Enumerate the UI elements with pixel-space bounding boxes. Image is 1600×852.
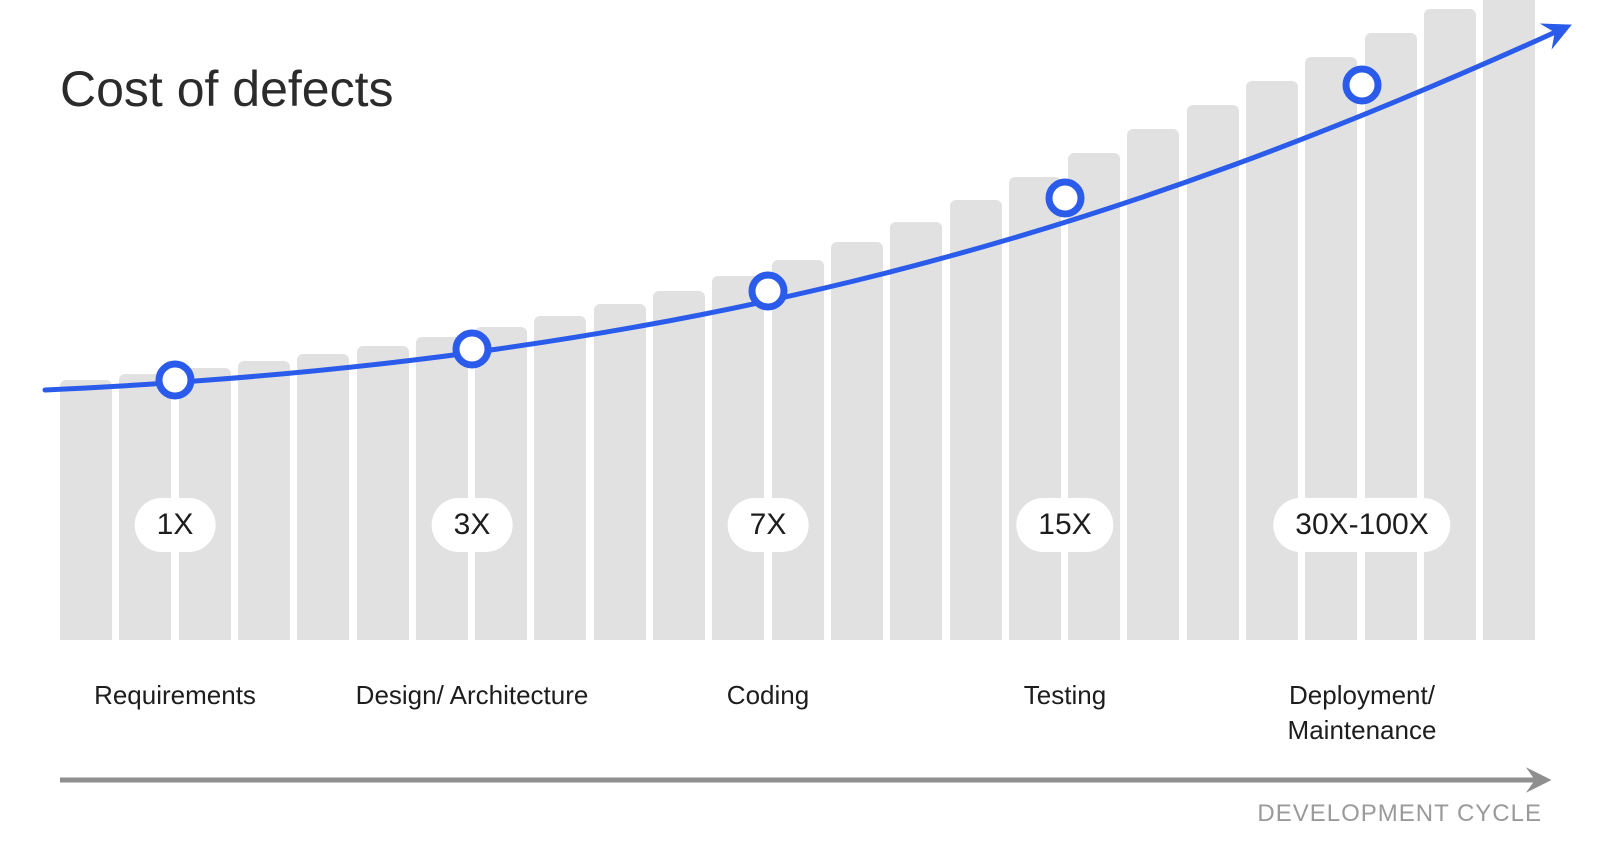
bar xyxy=(238,361,290,640)
bar xyxy=(831,242,883,640)
bar xyxy=(594,304,646,640)
bar xyxy=(1305,57,1357,640)
bar xyxy=(950,200,1002,640)
bar xyxy=(357,346,409,640)
phase-label: Design/ Architecture xyxy=(356,678,589,713)
bar xyxy=(1246,81,1298,640)
cost-multiplier-badge: 30X-100X xyxy=(1273,498,1450,552)
bar xyxy=(772,260,824,640)
phase-label: Testing xyxy=(1024,678,1106,713)
cost-multiplier-badge: 1X xyxy=(135,498,216,552)
bar xyxy=(890,222,942,640)
phase-label: Deployment/ Maintenance xyxy=(1288,678,1437,748)
axis-caption: DEVELOPMENT CYCLE xyxy=(1257,800,1542,828)
phase-label: Coding xyxy=(727,678,809,713)
bar xyxy=(1187,105,1239,640)
cost-multiplier-badge: 15X xyxy=(1016,498,1113,552)
cost-multiplier-badge: 3X xyxy=(432,498,513,552)
bar xyxy=(416,337,468,640)
cost-multiplier-badge: 7X xyxy=(728,498,809,552)
bar xyxy=(60,380,112,640)
phase-label: Requirements xyxy=(94,678,256,713)
bar xyxy=(475,327,527,640)
bar xyxy=(1009,177,1061,640)
bar xyxy=(297,354,349,640)
bar xyxy=(534,316,586,640)
bar xyxy=(1127,129,1179,640)
bar xyxy=(712,276,764,640)
bar xyxy=(1483,0,1535,640)
bar xyxy=(1068,153,1120,640)
cost-of-defects-chart: Cost of defects DEVELOPMENT CYCLE 1X3X7X… xyxy=(0,0,1600,852)
bar xyxy=(653,291,705,640)
